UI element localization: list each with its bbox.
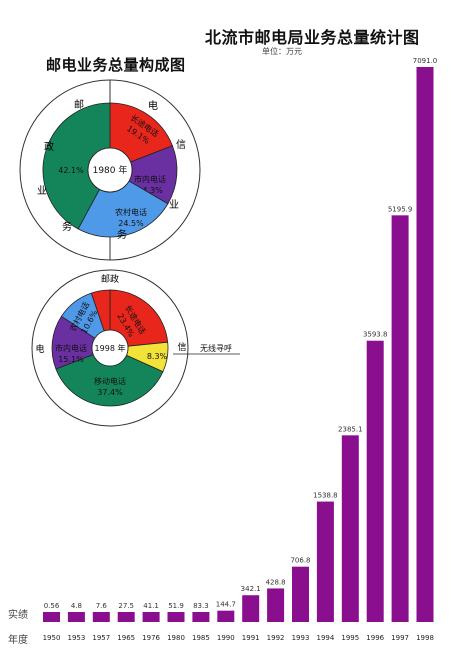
bar-value-label: 41.1 xyxy=(143,602,159,610)
x-tick-label: 1993 xyxy=(292,634,310,642)
bar-value-label: 27.5 xyxy=(118,602,134,610)
bar-value-label: 51.9 xyxy=(168,602,184,610)
bar xyxy=(366,340,384,622)
bar xyxy=(341,435,359,622)
bar xyxy=(117,612,135,622)
x-tick-label: 1950 xyxy=(43,634,61,642)
bar xyxy=(292,566,309,622)
x-tick-label: 1997 xyxy=(391,634,409,642)
value-row-label: 实绩 xyxy=(8,610,28,621)
bar-value-label: 4.8 xyxy=(71,602,82,610)
bar xyxy=(316,501,334,622)
bar xyxy=(242,595,260,622)
bar-value-label: 1538.8 xyxy=(313,492,338,500)
bar xyxy=(391,215,409,622)
bar xyxy=(67,612,85,622)
x-tick-label: 1976 xyxy=(142,634,160,642)
bar xyxy=(92,612,110,622)
x-tick-label: 1994 xyxy=(316,634,334,642)
bar xyxy=(192,612,210,622)
x-tick-label: 1998 xyxy=(416,634,434,642)
bar-value-label: 5195.9 xyxy=(388,205,413,213)
bar-value-label: 7.6 xyxy=(96,602,108,610)
bar-value-label: 428.8 xyxy=(266,578,286,586)
bar-value-label: 342.1 xyxy=(241,585,261,593)
bar-value-label: 7091.0 xyxy=(413,57,438,65)
pie-group-title: 邮电业务总量构成图 xyxy=(46,56,186,74)
bar-value-label: 144.7 xyxy=(216,601,236,609)
x-tick-label: 1980 xyxy=(167,634,185,642)
x-tick-label: 1965 xyxy=(117,634,135,642)
x-tick-label: 1990 xyxy=(217,634,235,642)
bar-value-label: 2385.1 xyxy=(338,425,363,433)
year-row-label: 年度 xyxy=(8,635,28,646)
x-tick-label: 1953 xyxy=(67,634,85,642)
bar xyxy=(43,612,60,622)
bar-value-label: 0.56 xyxy=(44,602,60,610)
x-tick-label: 1992 xyxy=(267,634,285,642)
bar-value-label: 83.3 xyxy=(193,602,209,610)
bar xyxy=(416,67,434,622)
x-tick-label: 1985 xyxy=(192,634,210,642)
x-tick-label: 1995 xyxy=(341,634,359,642)
chart-title: 北流市邮电局业务总量统计图 xyxy=(205,28,420,47)
unit-label: 单位：万元 xyxy=(262,47,302,56)
bar xyxy=(217,610,235,622)
bar xyxy=(267,588,285,622)
x-tick-label: 1996 xyxy=(366,634,384,642)
bar-value-label: 706.8 xyxy=(290,557,310,565)
bar xyxy=(167,612,185,622)
x-tick-label: 1991 xyxy=(242,634,260,642)
bar xyxy=(142,612,160,622)
x-tick-label: 1957 xyxy=(92,634,110,642)
bar-value-label: 3593.8 xyxy=(363,331,388,339)
